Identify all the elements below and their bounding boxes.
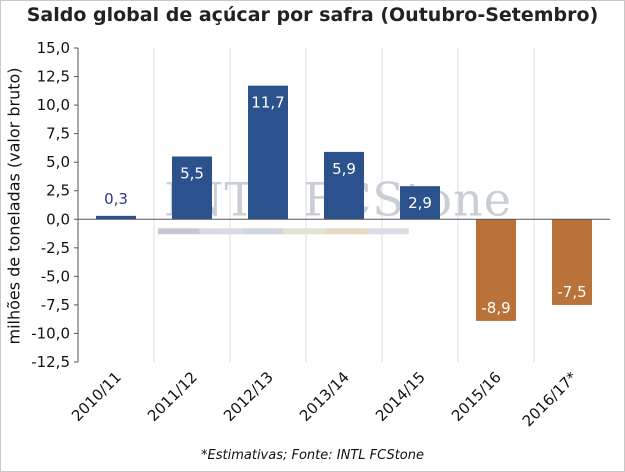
y-tick-labels: 15,0 12,5 10,0 7,5 5,0 2,5 0,0 -2,5 -5,0 -7,5 -10,… <box>31 39 78 371</box>
data-label: 5,5 <box>180 164 204 182</box>
data-label: -7,5 <box>557 283 586 301</box>
y-tick-label: -7,5 <box>41 296 70 314</box>
bar-2012/13 <box>248 85 288 220</box>
data-label: 2,9 <box>408 194 432 212</box>
x-tick-label: 2010/11 <box>68 368 125 425</box>
gridlines <box>153 48 535 362</box>
footnote: *Estimativas; Fonte: INTL FCStone <box>201 448 424 463</box>
y-tick-label: 10,0 <box>37 96 70 114</box>
x-tick-label: 2014/15 <box>372 368 429 425</box>
x-tick-labels: 2010/11 2011/12 2012/13 2013/14 2014/15 2015/… <box>68 368 581 430</box>
y-tick-label: 7,5 <box>46 125 70 143</box>
axes <box>77 48 610 362</box>
y-tick-label: 0,0 <box>46 210 70 228</box>
y-tick-label: -10,0 <box>31 324 70 342</box>
watermark-stripe <box>283 228 326 235</box>
chart-title: Saldo global de açúcar por safra (Outubr… <box>26 4 599 26</box>
bar-2013/14 <box>324 151 364 220</box>
x-tick-label: 2012/13 <box>220 368 277 425</box>
bars <box>96 85 592 321</box>
watermark-stripe <box>325 228 367 235</box>
y-tick-label: 2,5 <box>46 182 70 200</box>
bar-2016/17* <box>552 219 592 305</box>
bar-2015/16 <box>476 219 516 321</box>
watermark-stripe <box>241 228 284 235</box>
y-tick-label: 5,0 <box>46 153 70 171</box>
y-tick-label: -5,0 <box>41 267 70 285</box>
y-tick-label: 15,0 <box>37 39 70 57</box>
watermark-stripe <box>199 228 242 235</box>
y-tick-label: -12,5 <box>31 353 70 371</box>
data-label: 11,7 <box>251 94 284 112</box>
data-labels: 0,3 5,5 11,7 5,9 2,9 -8,9 -7,5 <box>104 94 587 317</box>
bar-2011/12 <box>172 156 212 220</box>
bar-2014/15 <box>400 186 440 220</box>
x-tick-label: 2013/14 <box>296 368 353 425</box>
data-label: 0,3 <box>104 190 128 208</box>
data-label: -8,9 <box>481 299 510 317</box>
watermark-stripe <box>367 228 409 235</box>
y-tick-label: -2,5 <box>41 239 70 257</box>
watermark-stripe <box>158 228 200 235</box>
x-tick-label: 2011/12 <box>144 368 201 425</box>
bar-2010/11 <box>96 215 136 220</box>
x-tick-label: 2016/17* <box>519 368 581 430</box>
y-tick-label: 12,5 <box>37 68 70 86</box>
data-label: 5,9 <box>332 160 356 178</box>
x-tick-label: 2015/16 <box>448 368 505 425</box>
